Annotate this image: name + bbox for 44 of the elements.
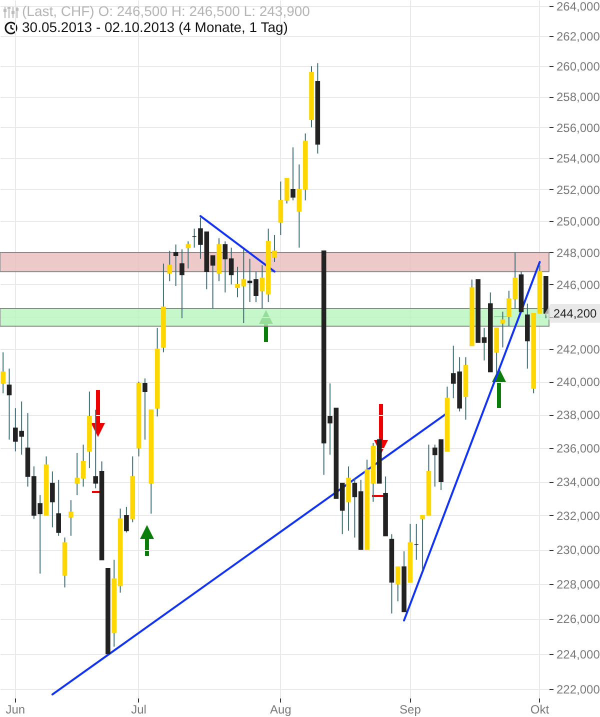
y-tick-label: 254,000 (556, 152, 600, 166)
candlestick (56, 479, 61, 536)
candlestick (173, 244, 178, 286)
y-tick-label: 260,000 (556, 60, 600, 74)
y-tick-label: 256,000 (556, 120, 600, 135)
text: 244,200 (553, 306, 598, 320)
y-tick-label: 230,000 (556, 543, 600, 558)
y-tick-label: 246,000 (556, 278, 600, 292)
y-tick-label: 228,000 (556, 577, 600, 592)
candlestick (395, 566, 400, 602)
candlestick (346, 466, 351, 532)
y-tick-label: 224,000 (556, 647, 600, 662)
candlestick (186, 240, 191, 269)
x-tick-label: Jun (6, 702, 26, 716)
candlestick (6, 368, 12, 440)
y-tick-label: 232,000 (556, 508, 600, 523)
candlestick (68, 500, 74, 536)
y-tick-label: 250,000 (556, 214, 600, 228)
candlestick (50, 470, 55, 528)
chart-title: (Last, CHF) O: 246,500 H: 246,500 L: 243,900 (22, 3, 310, 19)
y-tick-label: 262,000 (556, 29, 600, 44)
x-tick-label: Okt (530, 702, 550, 716)
y-tick-label: 258,000 (556, 90, 600, 104)
candlestick (142, 378, 148, 440)
y-tick-label: 234,000 (556, 475, 600, 490)
candlestick (500, 311, 506, 348)
y-tick-label: 240,000 (556, 375, 600, 390)
y-tick-label: 236,000 (556, 442, 600, 456)
x-tick-label: Aug (270, 702, 292, 716)
candlestick (180, 248, 184, 319)
candlestick (167, 250, 172, 282)
text: 30.05.2013 - 02.10.2013 (4 Monate, 1 Tag) (22, 19, 288, 35)
x-tick-label: Sep (400, 702, 422, 716)
y-tick-label: 248,000 (556, 246, 600, 260)
y-tick-label: 222,000 (556, 682, 600, 697)
y-tick-label: 242,000 (556, 342, 600, 357)
candlestick (124, 506, 129, 533)
y-tick-label: 238,000 (556, 408, 600, 422)
y-tick-label: 264,000 (556, 0, 600, 14)
candlestick (290, 146, 296, 201)
x-tick-label: Jul (131, 702, 146, 716)
y-tick-label: 252,000 (556, 182, 600, 197)
candlestick (0, 352, 6, 394)
y-tick-label: 226,000 (556, 612, 600, 626)
